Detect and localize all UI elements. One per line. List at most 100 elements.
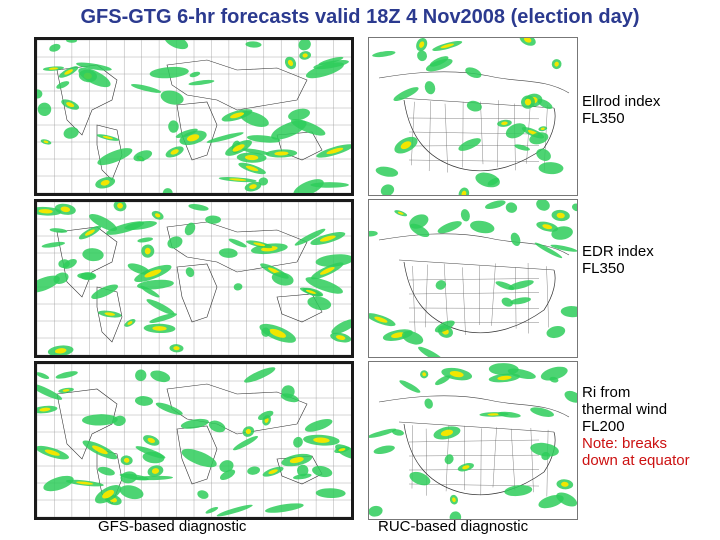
turbulence-core xyxy=(440,429,454,437)
turbulence-area xyxy=(505,202,518,213)
turbulence-area xyxy=(81,414,118,426)
turbulence-core xyxy=(419,41,425,48)
turbulence-core xyxy=(253,242,266,247)
turbulence-area xyxy=(288,108,311,121)
turbulence-core xyxy=(151,468,160,474)
turbulence-area xyxy=(475,172,500,188)
turbulence-core xyxy=(144,269,162,278)
boundary-line xyxy=(398,421,555,433)
turbulence-core xyxy=(64,69,73,75)
turbulence-area xyxy=(56,81,70,89)
turbulence-area xyxy=(188,79,215,86)
turbulence-area xyxy=(134,475,174,481)
turbulence-area xyxy=(530,442,559,457)
turbulence-area xyxy=(78,67,111,88)
coastline xyxy=(96,286,123,343)
turbulence-area xyxy=(135,446,166,459)
turbulence-core xyxy=(173,346,180,351)
turbulence-area xyxy=(205,506,219,514)
turbulence-area xyxy=(508,280,534,290)
turbulence-area xyxy=(245,41,262,48)
boundary-line xyxy=(492,427,497,488)
turbulence-area xyxy=(424,81,436,95)
turbulence-core xyxy=(92,445,108,455)
turbulence-area xyxy=(331,319,351,335)
turbulence-core xyxy=(147,437,155,443)
turbulence-area xyxy=(488,363,519,376)
turbulence-core xyxy=(100,179,110,186)
turbulence-area xyxy=(77,272,96,280)
turbulence-core xyxy=(245,428,252,435)
turbulence-core xyxy=(117,202,123,209)
row-label-ellrod: Ellrod index FL350 xyxy=(582,93,718,127)
turbulence-area xyxy=(258,177,269,186)
turbulence-area xyxy=(536,148,551,161)
turbulence-area xyxy=(418,346,445,357)
turbulence-area xyxy=(373,445,395,455)
boundary-line xyxy=(444,103,448,173)
turbulence-area xyxy=(470,220,495,234)
boundary-line xyxy=(546,266,550,328)
coastline xyxy=(166,59,308,111)
boundary-line xyxy=(408,439,540,443)
turbulence-area xyxy=(146,299,175,315)
turbulence-area xyxy=(168,120,179,133)
label-line: FL200 xyxy=(582,418,625,435)
regional-map-edr xyxy=(368,199,578,358)
turbulence-area xyxy=(293,473,312,480)
turbulence-area xyxy=(485,200,506,210)
turbulence-area xyxy=(290,119,326,136)
turbulence-core xyxy=(268,469,278,475)
turbulence-area xyxy=(82,248,104,262)
turbulence-area xyxy=(417,50,427,62)
turbulence-area xyxy=(261,327,271,337)
turbulence-core xyxy=(326,147,344,155)
turbulence-area xyxy=(510,232,521,247)
turbulence-area xyxy=(208,420,226,433)
turbulence-area xyxy=(184,222,196,236)
coastline xyxy=(403,261,556,334)
turbulence-area xyxy=(37,275,60,293)
turbulence-area xyxy=(218,248,238,258)
boundary-line xyxy=(408,159,540,162)
global-map-ellrod xyxy=(34,37,354,196)
turbulence-area xyxy=(281,385,295,398)
turbulence-core xyxy=(274,151,289,156)
turbulence-core xyxy=(39,407,51,412)
turbulence-core xyxy=(54,348,67,354)
turbulence-area xyxy=(530,407,554,417)
label-line: EDR index xyxy=(582,243,654,260)
turbulence-core xyxy=(524,98,532,106)
turbulence-core xyxy=(244,155,259,161)
turbulence-area xyxy=(307,296,332,311)
boundary-line xyxy=(428,101,431,172)
turbulence-area xyxy=(449,511,462,519)
turbulence-area xyxy=(162,188,173,193)
boundary-line xyxy=(408,321,540,323)
turbulence-area xyxy=(497,411,521,418)
turbulence-area xyxy=(504,485,533,497)
turbulence-area xyxy=(369,428,397,438)
boundary-line xyxy=(411,101,415,166)
turbulence-area xyxy=(313,60,349,70)
turbulence-area xyxy=(538,162,564,175)
turbulence-core xyxy=(556,212,565,219)
turbulence-core xyxy=(461,190,467,195)
global-map-ri xyxy=(34,361,354,520)
global-map-edr xyxy=(34,199,354,358)
turbulence-core xyxy=(43,140,49,144)
turbulence-area xyxy=(434,320,455,333)
boundary-line xyxy=(480,101,484,165)
turbulence-area xyxy=(369,505,383,517)
turbulence-area xyxy=(293,436,303,448)
turbulence-area xyxy=(133,150,153,162)
turbulence-area xyxy=(375,166,399,177)
turbulence-core xyxy=(249,184,257,189)
turbulence-area xyxy=(380,184,395,195)
note-line: Note: breaks xyxy=(582,435,668,452)
boundary-line xyxy=(408,117,540,120)
turbulence-area xyxy=(89,214,118,232)
turbulence-area xyxy=(298,40,311,51)
turbulence-core xyxy=(102,489,115,499)
turbulence-area xyxy=(188,204,209,211)
